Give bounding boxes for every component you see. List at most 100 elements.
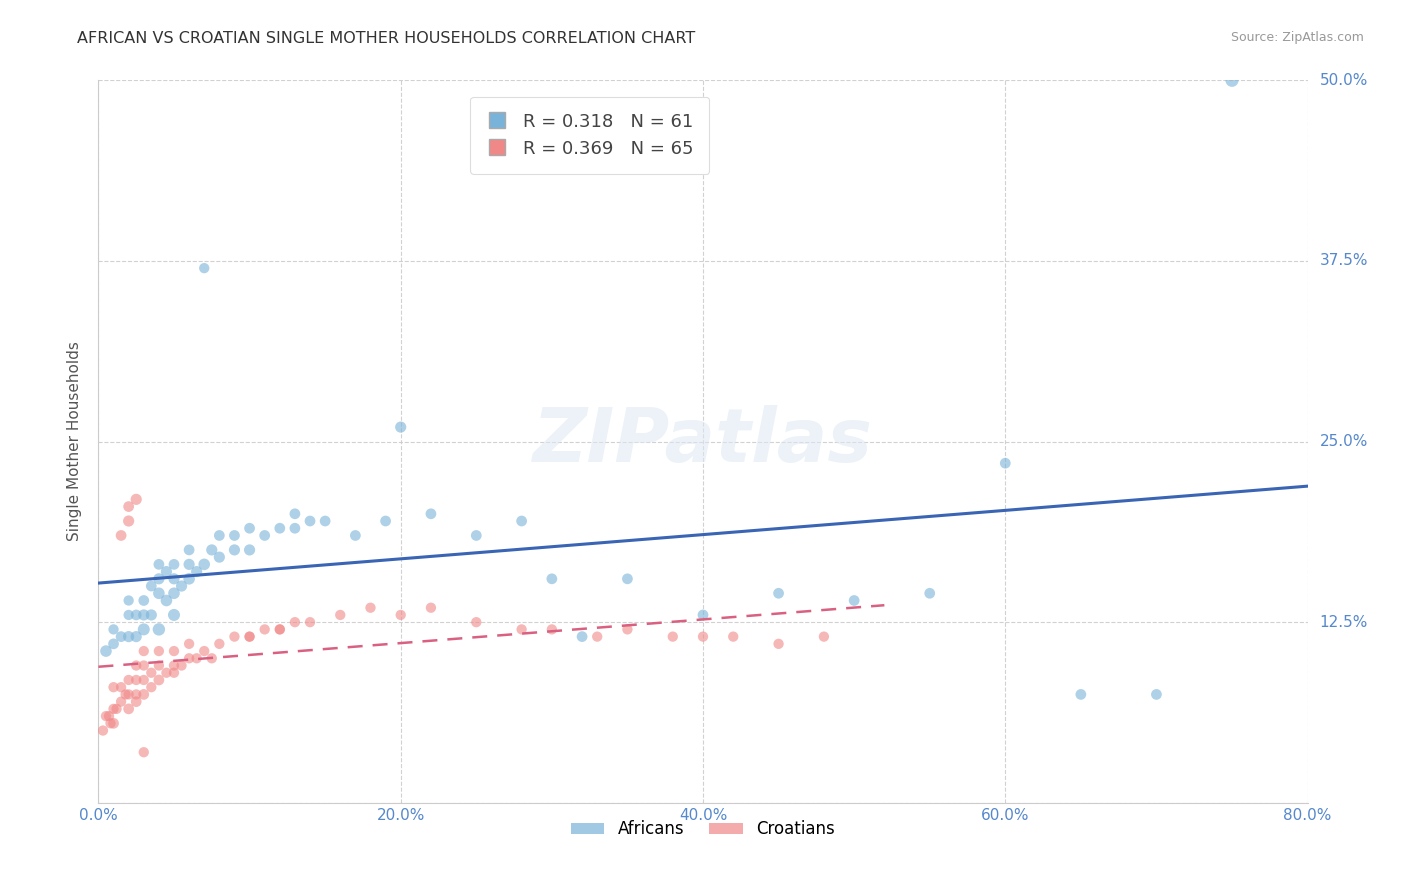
Point xyxy=(239,521,262,535)
Point xyxy=(253,623,276,637)
Point xyxy=(314,514,336,528)
Point xyxy=(91,723,114,738)
Point xyxy=(329,607,352,622)
Point xyxy=(100,716,122,731)
Point xyxy=(132,644,155,658)
Point xyxy=(114,687,136,701)
Point xyxy=(163,644,186,658)
Point xyxy=(193,261,215,276)
Point xyxy=(284,507,307,521)
Point xyxy=(586,630,609,644)
Point xyxy=(239,542,262,557)
Point xyxy=(110,528,132,542)
Point xyxy=(224,630,246,644)
Point xyxy=(465,615,488,630)
Point xyxy=(374,514,396,528)
Point xyxy=(163,558,186,572)
Point xyxy=(179,558,201,572)
Point xyxy=(420,600,443,615)
Point xyxy=(360,600,382,615)
Point xyxy=(141,607,163,622)
Point xyxy=(510,514,533,528)
Point xyxy=(148,572,170,586)
Point xyxy=(239,630,262,644)
Point xyxy=(692,630,714,644)
Point xyxy=(110,630,132,644)
Point xyxy=(540,623,562,637)
Point xyxy=(110,695,132,709)
Point xyxy=(170,579,193,593)
Point xyxy=(540,572,562,586)
Point xyxy=(148,558,170,572)
Point xyxy=(465,528,488,542)
Point xyxy=(208,550,231,565)
Point xyxy=(269,623,291,637)
Text: AFRICAN VS CROATIAN SINGLE MOTHER HOUSEHOLDS CORRELATION CHART: AFRICAN VS CROATIAN SINGLE MOTHER HOUSEH… xyxy=(77,31,696,46)
Point xyxy=(224,528,246,542)
Point xyxy=(118,673,141,687)
Point xyxy=(118,514,141,528)
Point xyxy=(125,607,148,622)
Point xyxy=(994,456,1017,470)
Point xyxy=(103,623,125,637)
Point xyxy=(420,507,443,521)
Point xyxy=(661,630,683,644)
Point xyxy=(103,637,125,651)
Point xyxy=(163,665,186,680)
Point xyxy=(284,521,307,535)
Point xyxy=(148,586,170,600)
Point xyxy=(253,528,276,542)
Point xyxy=(918,586,941,600)
Text: Source: ZipAtlas.com: Source: ZipAtlas.com xyxy=(1230,31,1364,45)
Point xyxy=(103,702,125,716)
Point xyxy=(94,709,117,723)
Point xyxy=(616,572,638,586)
Point xyxy=(269,623,291,637)
Point xyxy=(1220,73,1243,87)
Point xyxy=(813,630,835,644)
Point xyxy=(1070,687,1092,701)
Point xyxy=(110,680,132,694)
Point xyxy=(125,658,148,673)
Point xyxy=(118,630,141,644)
Point xyxy=(125,492,148,507)
Point xyxy=(141,665,163,680)
Point xyxy=(125,687,148,701)
Point xyxy=(201,651,224,665)
Point xyxy=(132,745,155,759)
Point xyxy=(768,637,790,651)
Point xyxy=(141,680,163,694)
Point xyxy=(269,521,291,535)
Point xyxy=(224,542,246,557)
Text: 25.0%: 25.0% xyxy=(1320,434,1368,449)
Point xyxy=(389,420,412,434)
Point xyxy=(118,593,141,607)
Y-axis label: Single Mother Households: Single Mother Households xyxy=(67,342,83,541)
Point xyxy=(141,579,163,593)
Point xyxy=(208,528,231,542)
Point xyxy=(155,593,177,607)
Point xyxy=(299,615,322,630)
Point xyxy=(132,607,155,622)
Point xyxy=(844,593,866,607)
Text: 12.5%: 12.5% xyxy=(1320,615,1368,630)
Point xyxy=(1144,687,1167,701)
Point xyxy=(170,658,193,673)
Point xyxy=(723,630,745,644)
Point xyxy=(163,586,186,600)
Text: ZIPatlas: ZIPatlas xyxy=(533,405,873,478)
Point xyxy=(118,607,141,622)
Point xyxy=(155,665,177,680)
Point xyxy=(163,572,186,586)
Point xyxy=(208,637,231,651)
Point xyxy=(163,658,186,673)
Point xyxy=(284,615,307,630)
Point xyxy=(768,586,790,600)
Text: 37.5%: 37.5% xyxy=(1320,253,1368,268)
Point xyxy=(179,637,201,651)
Point xyxy=(148,644,170,658)
Point xyxy=(389,607,412,622)
Point xyxy=(118,687,141,701)
Point xyxy=(103,680,125,694)
Point xyxy=(132,658,155,673)
